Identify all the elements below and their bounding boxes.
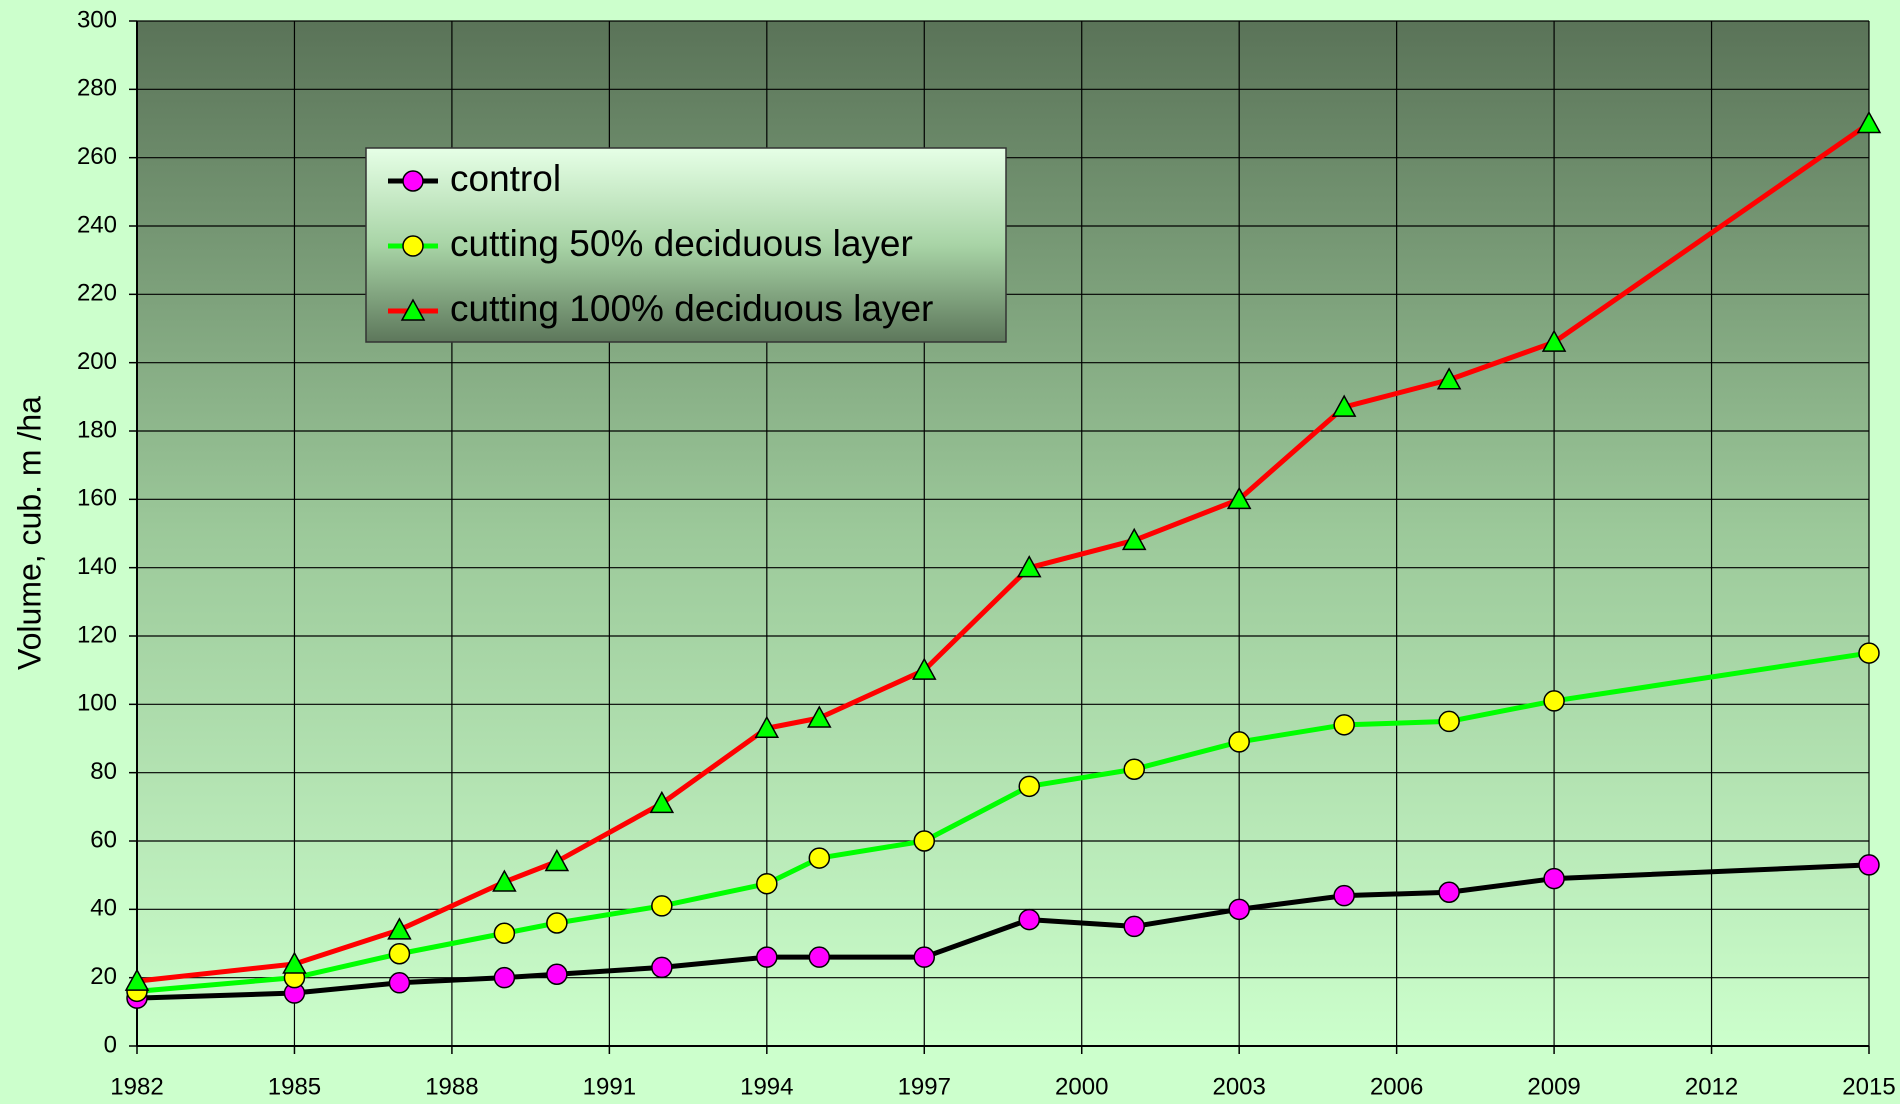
legend-box	[365, 147, 1007, 343]
data-point	[493, 922, 516, 944]
x-tick-label: 2015	[1842, 1073, 1895, 1100]
y-tick-label: 280	[77, 75, 117, 102]
series-line	[136, 121, 1871, 984]
series-line	[136, 650, 1870, 994]
x-tick-label: 2012	[1685, 1073, 1738, 1100]
data-point	[282, 951, 307, 974]
y-tick-label: 200	[77, 348, 117, 375]
x-tick-label: 1985	[268, 1073, 321, 1100]
legend-label: control	[450, 158, 561, 199]
legend-label: cutting 100% deciduous layer	[450, 288, 933, 329]
data-point	[1016, 555, 1042, 578]
y-tick-label: 20	[90, 963, 117, 990]
legend-marker	[402, 170, 424, 192]
data-point	[124, 968, 150, 991]
y-tick-label: 0	[104, 1031, 117, 1058]
data-point	[1541, 329, 1567, 352]
data-point	[913, 830, 936, 852]
x-tick-label: 1997	[898, 1073, 951, 1100]
data-point	[546, 963, 568, 985]
data-point	[1858, 642, 1880, 664]
data-point	[649, 790, 675, 814]
x-tick-label: 1994	[740, 1073, 793, 1100]
x-tick-label: 2006	[1370, 1073, 1423, 1100]
y-tick-label: 60	[90, 826, 117, 853]
data-point	[754, 715, 780, 738]
y-tick-label: 300	[77, 6, 117, 33]
data-point	[1228, 731, 1250, 753]
data-point	[1543, 690, 1565, 712]
data-point	[387, 917, 412, 940]
y-tick-label: 140	[77, 553, 117, 580]
data-point	[1123, 915, 1145, 938]
data-point	[807, 705, 832, 728]
data-point	[1856, 110, 1882, 134]
data-point	[1226, 486, 1252, 510]
y-axis-label: Volume, cub. m /ha	[11, 396, 47, 670]
y-tick-label: 220	[77, 280, 117, 307]
y-tick-label: 260	[77, 143, 117, 170]
y-tick-label: 180	[77, 416, 117, 443]
y-tick-label: 40	[90, 895, 117, 922]
data-point	[808, 847, 831, 869]
y-tick-label: 80	[90, 758, 117, 785]
data-point	[1018, 775, 1040, 798]
data-point	[756, 872, 778, 895]
data-point	[808, 946, 831, 968]
data-point	[912, 657, 937, 680]
legend-marker	[402, 235, 424, 257]
x-tick-label: 1988	[425, 1073, 478, 1100]
data-point	[544, 848, 570, 872]
data-point	[1333, 884, 1355, 907]
legend-label: cutting 50% deciduous layer	[450, 223, 913, 264]
data-point	[1331, 394, 1357, 417]
data-point	[1438, 881, 1460, 903]
x-tick-label: 2003	[1212, 1073, 1265, 1100]
data-point	[1121, 527, 1147, 551]
data-point	[388, 972, 411, 994]
data-point	[1858, 854, 1880, 876]
data-point	[1438, 710, 1460, 733]
data-point	[651, 956, 673, 979]
y-tick-label: 100	[77, 690, 117, 717]
data-point	[546, 912, 568, 934]
data-point	[493, 966, 516, 989]
data-point	[1543, 867, 1565, 890]
x-tick-label: 2000	[1055, 1073, 1108, 1100]
data-point	[1436, 367, 1462, 390]
data-point	[492, 869, 517, 892]
x-tick-label: 2009	[1527, 1073, 1580, 1100]
legend-marker	[400, 298, 426, 321]
y-tick-label: 160	[77, 485, 117, 512]
data-point	[756, 946, 778, 968]
data-point	[1228, 898, 1250, 921]
data-point	[913, 946, 936, 968]
data-point	[388, 943, 411, 965]
data-point	[1018, 908, 1040, 931]
data-point	[651, 895, 673, 917]
data-point	[1333, 714, 1355, 736]
y-tick-label: 120	[77, 621, 117, 648]
series-line	[136, 862, 1870, 1001]
y-tick-label: 240	[77, 211, 117, 238]
x-tick-label: 1991	[583, 1073, 636, 1100]
x-tick-label: 1982	[110, 1073, 163, 1100]
data-point	[1123, 758, 1145, 780]
